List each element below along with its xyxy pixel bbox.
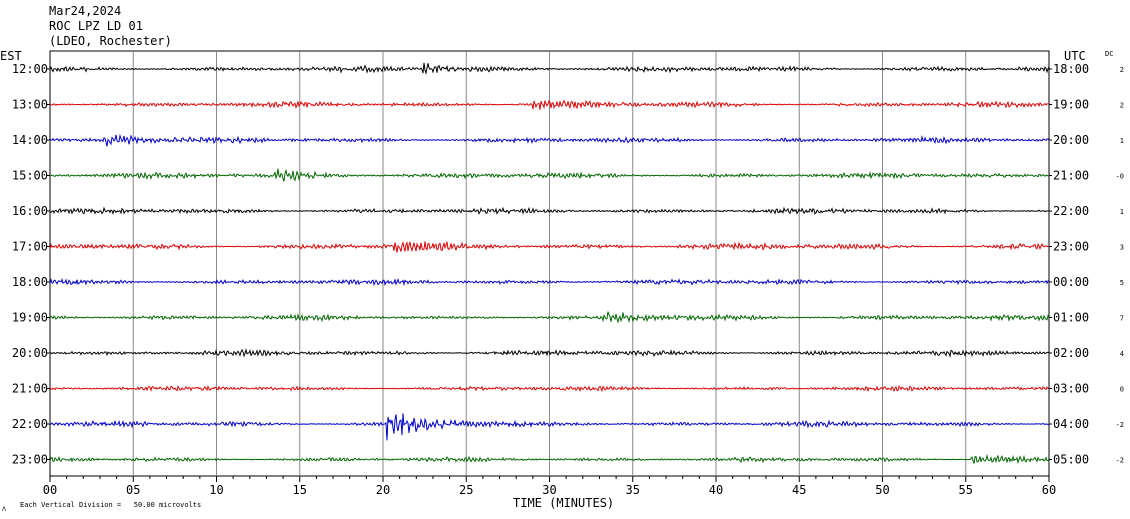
x-tick-label: 15 bbox=[293, 483, 307, 497]
utc-hour-label: 22:00 bbox=[1053, 204, 1089, 218]
trace-1400 bbox=[49, 133, 1050, 147]
est-axis-label: EST bbox=[0, 49, 22, 63]
dc-value: 3 bbox=[1120, 244, 1124, 252]
est-hour-label: 19:00 bbox=[12, 311, 48, 325]
x-axis-label: TIME (MINUTES) bbox=[513, 496, 615, 510]
x-tick-label: 05 bbox=[126, 483, 140, 497]
scale-note: Each Vertical Division = 50.00 microvolt… bbox=[20, 501, 202, 509]
x-tick-label: 55 bbox=[959, 483, 973, 497]
x-tick-label: 30 bbox=[542, 483, 556, 497]
network-label: (LDEO, Rochester) bbox=[49, 34, 172, 48]
est-hour-label: 15:00 bbox=[12, 169, 48, 183]
est-hour-label: 20:00 bbox=[12, 346, 48, 360]
est-hour-label: 21:00 bbox=[12, 382, 48, 396]
trace-2100 bbox=[49, 384, 1050, 393]
trace-1600 bbox=[49, 206, 1050, 215]
dc-value: 4 bbox=[1120, 350, 1124, 358]
x-tick-label: 45 bbox=[792, 483, 806, 497]
x-tick-label: 25 bbox=[459, 483, 473, 497]
dc-value: -2 bbox=[1116, 421, 1124, 429]
utc-hour-label: 19:00 bbox=[1053, 98, 1089, 112]
utc-hour-label: 04:00 bbox=[1053, 417, 1089, 431]
x-tick-label: 50 bbox=[875, 483, 889, 497]
dc-value: 2 bbox=[1120, 102, 1124, 110]
est-hour-label: 12:00 bbox=[12, 62, 48, 76]
x-tick-label: 10 bbox=[209, 483, 223, 497]
trace-2200 bbox=[49, 413, 1050, 441]
x-tick-label: 00 bbox=[43, 483, 57, 497]
dc-value: 5 bbox=[1120, 279, 1124, 287]
utc-hour-label: 23:00 bbox=[1053, 240, 1089, 254]
station-label: ROC LPZ LD 01 bbox=[49, 19, 143, 33]
dc-value: 1 bbox=[1120, 137, 1124, 145]
est-hour-label: 22:00 bbox=[12, 417, 48, 431]
est-hour-label: 13:00 bbox=[12, 98, 48, 112]
utc-hour-label: 05:00 bbox=[1053, 453, 1089, 467]
dc-value: -0 bbox=[1116, 173, 1124, 181]
trace-1200 bbox=[49, 62, 1050, 76]
x-tick-label: 35 bbox=[626, 483, 640, 497]
x-tick-label: 60 bbox=[1042, 483, 1056, 497]
utc-axis-label: UTC bbox=[1064, 49, 1086, 63]
est-hour-label: 18:00 bbox=[12, 275, 48, 289]
utc-hour-label: 00:00 bbox=[1053, 275, 1089, 289]
trace-1700 bbox=[49, 241, 1050, 253]
trace-2000 bbox=[49, 348, 1050, 358]
logo-icon: Λ bbox=[2, 506, 7, 513]
dc-value: 7 bbox=[1120, 315, 1124, 323]
date-label: Mar24,2024 bbox=[49, 4, 122, 18]
utc-hour-label: 21:00 bbox=[1053, 169, 1089, 183]
dc-value: 0 bbox=[1120, 386, 1124, 394]
est-hour-label: 16:00 bbox=[12, 204, 48, 218]
trace-2300 bbox=[49, 453, 1050, 465]
trace-1900 bbox=[49, 311, 1050, 324]
dc-column-label: DC bbox=[1105, 50, 1114, 58]
utc-hour-label: 03:00 bbox=[1053, 382, 1089, 396]
utc-hour-label: 18:00 bbox=[1053, 62, 1089, 76]
x-tick-label: 20 bbox=[376, 483, 390, 497]
x-tick-label: 40 bbox=[709, 483, 723, 497]
dc-value: 1 bbox=[1120, 208, 1124, 216]
dc-value: -2 bbox=[1116, 457, 1124, 465]
est-hour-label: 14:00 bbox=[12, 133, 48, 147]
utc-hour-label: 01:00 bbox=[1053, 311, 1089, 325]
est-hour-label: 17:00 bbox=[12, 240, 48, 254]
trace-1300 bbox=[49, 99, 1050, 110]
utc-hour-label: 20:00 bbox=[1053, 133, 1089, 147]
utc-hour-label: 02:00 bbox=[1053, 346, 1089, 360]
trace-1800 bbox=[49, 277, 1050, 287]
est-hour-label: 23:00 bbox=[12, 453, 48, 467]
trace-1500 bbox=[49, 168, 1050, 182]
dc-value: 2 bbox=[1120, 66, 1124, 74]
